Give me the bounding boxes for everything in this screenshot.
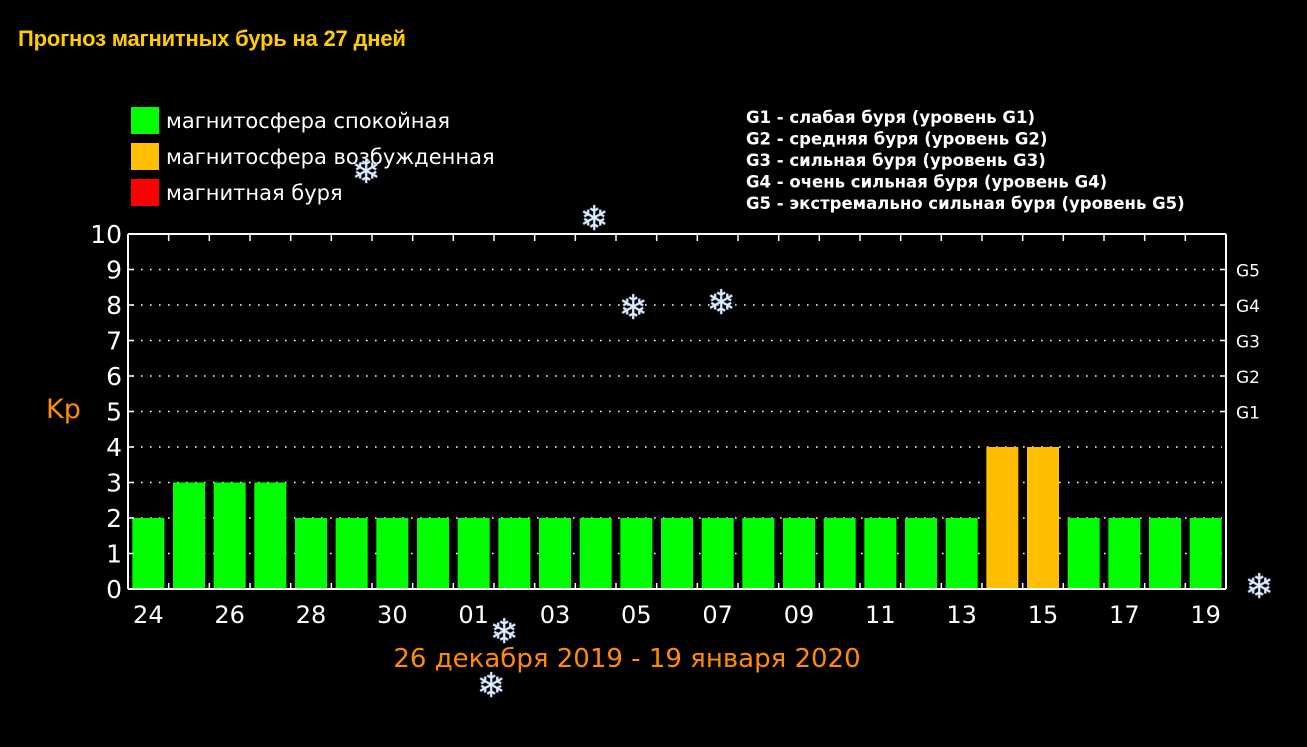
x-tick-label: 24 bbox=[133, 601, 164, 629]
snowflake-icon: ❄ bbox=[619, 288, 648, 328]
bar-31 bbox=[417, 518, 449, 589]
y-tick-label: 3 bbox=[106, 469, 122, 498]
bar-14 bbox=[986, 447, 1019, 589]
bar-05 bbox=[620, 518, 653, 589]
x-tick-label: 28 bbox=[296, 601, 327, 629]
bar-29 bbox=[335, 518, 368, 589]
x-tick-label: 05 bbox=[621, 601, 652, 629]
storm-level-label: G3 bbox=[1236, 333, 1260, 353]
storm-level-label: G1 bbox=[1236, 404, 1260, 424]
bar-19 bbox=[1189, 518, 1222, 589]
x-tick-label: 03 bbox=[540, 601, 571, 629]
x-tick-label: 19 bbox=[1190, 601, 1221, 629]
bar-24 bbox=[132, 518, 165, 589]
bar-03 bbox=[539, 518, 571, 589]
snowflake-icon: ❄ bbox=[352, 152, 381, 192]
bar-16 bbox=[1067, 518, 1100, 589]
storm-level-4: G4 - очень сильная буря (уровень G4) bbox=[746, 173, 1107, 192]
legend-label-disturbed: магнитосфера возбужденная bbox=[166, 145, 495, 169]
legend-swatch-quiet bbox=[131, 107, 159, 134]
storm-level-5: G5 - экстремально сильная буря (уровень … bbox=[746, 194, 1185, 213]
snowflakes: ❄ ❄ ❄ ❄ ❄ ❄ ❄ bbox=[351, 152, 1274, 707]
storm-level-label: G5 bbox=[1236, 262, 1260, 282]
x-tick-label: 13 bbox=[946, 601, 977, 629]
legend-label-storm: магнитная буря bbox=[166, 181, 343, 205]
x-tick-label: 09 bbox=[784, 601, 815, 629]
storm-level-2: G2 - средняя буря (уровень G2) bbox=[746, 130, 1047, 149]
bar-13 bbox=[945, 518, 978, 589]
bar-28 bbox=[295, 518, 327, 589]
x-tick-label: 01 bbox=[458, 601, 489, 629]
x-axis-title: 26 декабря 2019 - 19 января 2020 bbox=[393, 644, 860, 674]
x-tick-label: 26 bbox=[214, 601, 245, 629]
y-tick-label: 9 bbox=[106, 256, 122, 285]
y-axis-ticks: 0 1 2 3 4 5 6 7 8 9 10 bbox=[90, 220, 134, 604]
y-tick-label: 10 bbox=[90, 220, 122, 249]
x-tick-label: 11 bbox=[865, 601, 896, 629]
x-axis-ticks: 24 26 28 30 01 03 05 07 09 11 13 15 17 19 bbox=[133, 601, 1221, 629]
storm-level-label: G2 bbox=[1236, 368, 1260, 388]
bar-series bbox=[132, 447, 1222, 589]
bar-08 bbox=[742, 518, 775, 589]
x-tick-label: 15 bbox=[1028, 601, 1059, 629]
bar-17 bbox=[1108, 518, 1141, 589]
bar-06 bbox=[661, 518, 693, 589]
bar-01 bbox=[457, 518, 490, 589]
bar-10 bbox=[823, 518, 856, 589]
legend: магнитосфера спокойная магнитосфера возбу… bbox=[131, 107, 495, 206]
page-title: Прогноз магнитных бурь на 27 дней bbox=[18, 26, 406, 51]
storm-level-legend: G1 - слабая буря (уровень G1) G2 - средня… bbox=[746, 108, 1185, 213]
snowflake-icon: ❄ bbox=[707, 283, 736, 323]
x-tick-label: 07 bbox=[702, 601, 733, 629]
bar-02 bbox=[498, 518, 531, 589]
bar-25 bbox=[173, 482, 205, 589]
y-tick-label: 0 bbox=[106, 575, 122, 604]
axis-titles: Kp 26 декабря 2019 - 19 января 2020 bbox=[46, 394, 861, 674]
bar-27 bbox=[254, 482, 287, 589]
bar-09 bbox=[783, 518, 815, 589]
y-tick-label: 7 bbox=[106, 327, 122, 356]
legend-label-quiet: магнитосфера спокойная bbox=[166, 109, 450, 133]
bar-15 bbox=[1027, 447, 1059, 589]
legend-swatch-storm bbox=[131, 179, 159, 206]
storm-level-3: G3 - сильная буря (уровень G3) bbox=[746, 151, 1046, 170]
y-axis-title: Kp bbox=[46, 394, 81, 425]
y-tick-label: 4 bbox=[106, 433, 122, 462]
bar-07 bbox=[701, 518, 734, 589]
storm-level-axis: G1 G2 G3 G4 G5 bbox=[1220, 262, 1260, 424]
bar-26 bbox=[213, 482, 246, 589]
snowflake-icon: ❄ bbox=[1245, 567, 1274, 607]
y-tick-label: 8 bbox=[106, 291, 122, 320]
storm-level-1: G1 - слабая буря (уровень G1) bbox=[746, 108, 1035, 127]
x-tick-label: 30 bbox=[377, 601, 408, 629]
y-tick-label: 6 bbox=[106, 362, 122, 391]
snowflake-icon: ❄ bbox=[490, 612, 519, 652]
bar-04 bbox=[579, 518, 612, 589]
legend-swatch-disturbed bbox=[131, 143, 159, 170]
y-tick-label: 2 bbox=[106, 504, 122, 533]
bar-12 bbox=[905, 518, 937, 589]
y-tick-label: 5 bbox=[106, 398, 122, 427]
bar-18 bbox=[1149, 518, 1181, 589]
bar-11 bbox=[864, 518, 897, 589]
bar-30 bbox=[376, 518, 409, 589]
snowflake-icon: ❄ bbox=[580, 199, 609, 239]
storm-level-label: G4 bbox=[1236, 297, 1260, 317]
x-tick-label: 17 bbox=[1109, 601, 1140, 629]
y-tick-label: 1 bbox=[106, 540, 122, 569]
snowflake-icon: ❄ bbox=[477, 666, 506, 706]
